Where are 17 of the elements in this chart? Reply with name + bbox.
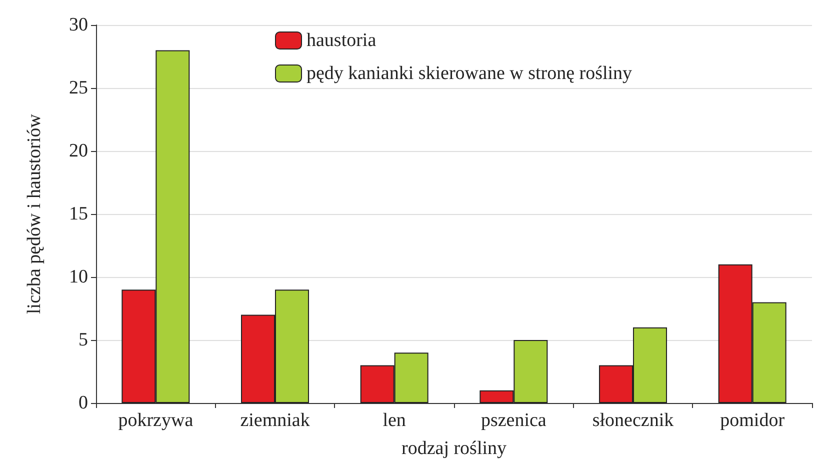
y-tick-label: 20	[69, 140, 88, 162]
legend-label: pędy kanianki skierowane w stronę rośliny	[306, 63, 633, 84]
x-axis-title: rodzaj rośliny	[401, 438, 507, 459]
y-axis-title: liczba pędów i haustoriów	[24, 114, 45, 314]
x-tick-label: pokrzywa	[118, 410, 194, 431]
y-tick-label: 10	[69, 266, 88, 288]
x-tick-label: słonecznik	[592, 410, 674, 431]
y-tick-label: 30	[69, 14, 88, 36]
legend-label: haustoria	[306, 30, 377, 51]
y-tick-label: 0	[78, 392, 88, 414]
x-tick-label: pszenica	[480, 410, 547, 431]
y-tick-label: 25	[69, 78, 88, 98]
x-tick-label: ziemniak	[240, 410, 310, 431]
x-tick-label: len	[382, 410, 406, 431]
y-tick-label: 15	[69, 204, 88, 224]
y-tick-label: 5	[78, 330, 88, 350]
x-tick-label: pomidor	[720, 410, 786, 431]
